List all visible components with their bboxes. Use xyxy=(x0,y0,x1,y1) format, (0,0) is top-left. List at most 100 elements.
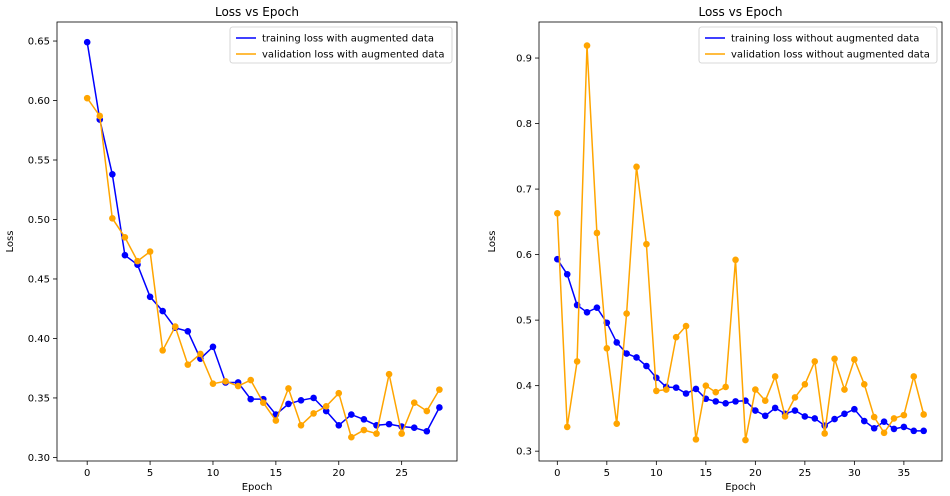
chart-with-augmented-data: Loss vs Epoch 0 5 10 15 20 25 0.30 0.35 0.40 0.45 0… xyxy=(5,5,458,493)
data-point xyxy=(781,413,789,420)
data-point xyxy=(272,417,280,424)
x-axis-label: Epoch xyxy=(242,482,273,493)
data-point xyxy=(841,386,848,393)
data-point xyxy=(410,424,418,431)
data-point xyxy=(910,427,918,435)
data-point xyxy=(643,240,650,248)
data-point xyxy=(692,436,700,443)
data-point xyxy=(653,387,660,395)
x-tick-label: 30 xyxy=(848,468,861,479)
data-point xyxy=(603,345,611,352)
y-tick-label: 0.40 xyxy=(28,334,50,345)
data-point xyxy=(360,416,368,423)
x-tick-label: 35 xyxy=(898,468,911,479)
data-point xyxy=(583,308,591,316)
data-point xyxy=(851,356,858,363)
x-tick-label: 10 xyxy=(650,468,663,479)
data-point xyxy=(742,436,749,444)
chart-title: Loss vs Epoch xyxy=(698,5,782,19)
x-tick-label: 10 xyxy=(207,468,220,479)
x-tick-label: 20 xyxy=(749,468,762,479)
data-point xyxy=(791,407,799,414)
data-point xyxy=(360,426,368,434)
data-point xyxy=(831,355,838,363)
y-axis-label: Loss xyxy=(5,231,16,253)
series-line xyxy=(556,45,925,441)
data-point xyxy=(297,422,305,429)
data-point xyxy=(732,398,739,405)
data-point xyxy=(159,307,166,315)
data-point xyxy=(771,404,779,412)
data-point xyxy=(563,270,571,278)
data-point xyxy=(297,397,305,404)
data-point xyxy=(801,413,809,420)
data-point xyxy=(752,386,759,393)
data-point xyxy=(771,373,779,380)
x-tick-label: 25 xyxy=(395,468,408,479)
data-point xyxy=(811,358,819,365)
data-point xyxy=(662,386,670,393)
legend-label: validation loss with augmented data xyxy=(262,50,444,61)
data-point xyxy=(184,328,192,335)
legend-box xyxy=(698,26,938,64)
data-point xyxy=(436,404,443,411)
series-1 xyxy=(83,94,443,441)
data-point xyxy=(209,380,217,387)
data-point xyxy=(860,381,868,388)
data-point xyxy=(348,411,355,418)
data-point xyxy=(423,407,431,415)
data-point xyxy=(385,370,393,378)
y-tick-label: 0.6 xyxy=(516,250,532,261)
data-point xyxy=(643,362,650,370)
legend: training loss with augmented data validat… xyxy=(229,26,453,64)
data-point xyxy=(436,386,443,393)
data-point xyxy=(633,163,640,171)
data-point xyxy=(841,410,848,418)
data-point xyxy=(702,382,710,389)
data-point xyxy=(613,420,621,427)
data-point xyxy=(870,413,878,421)
data-point xyxy=(791,394,799,401)
series-0 xyxy=(554,255,927,435)
data-point xyxy=(573,358,581,365)
data-point xyxy=(672,333,680,341)
y-axis-label: Loss xyxy=(487,231,498,253)
legend: training loss without augmented data vali… xyxy=(698,26,938,64)
y-tick-label: 0.9 xyxy=(516,54,532,65)
data-point xyxy=(831,415,838,423)
data-point xyxy=(712,398,720,405)
y-tick-label: 0.4 xyxy=(516,381,532,392)
data-point xyxy=(373,430,380,437)
data-point xyxy=(222,377,229,385)
y-tick-label: 0.60 xyxy=(28,96,50,107)
data-point xyxy=(285,400,292,408)
data-point xyxy=(335,422,343,429)
data-point xyxy=(682,322,690,330)
data-point xyxy=(583,42,591,49)
legend-label: training loss with augmented data xyxy=(262,34,434,45)
data-point xyxy=(722,400,729,407)
x-tick-label: 25 xyxy=(798,468,811,479)
y-tick-label: 0.5 xyxy=(516,316,532,327)
data-point xyxy=(247,376,255,384)
data-point xyxy=(197,350,204,358)
y-tick-label: 0.50 xyxy=(28,215,50,226)
data-point xyxy=(732,256,739,264)
data-point xyxy=(83,38,91,46)
data-point xyxy=(860,417,868,425)
data-point xyxy=(554,210,561,217)
y-tick-label: 0.55 xyxy=(28,156,50,167)
y-tick-label: 0.3 xyxy=(516,447,532,458)
data-point xyxy=(410,399,418,407)
data-point xyxy=(851,405,858,413)
data-point xyxy=(159,347,166,354)
x-tick-label: 15 xyxy=(270,468,283,479)
data-point xyxy=(398,430,405,437)
legend-label: validation loss without augmented data xyxy=(731,50,930,61)
data-point xyxy=(83,94,91,102)
data-point xyxy=(692,385,700,393)
data-point xyxy=(146,293,154,301)
x-tick-label: 0 xyxy=(554,468,560,479)
data-point xyxy=(563,423,571,431)
